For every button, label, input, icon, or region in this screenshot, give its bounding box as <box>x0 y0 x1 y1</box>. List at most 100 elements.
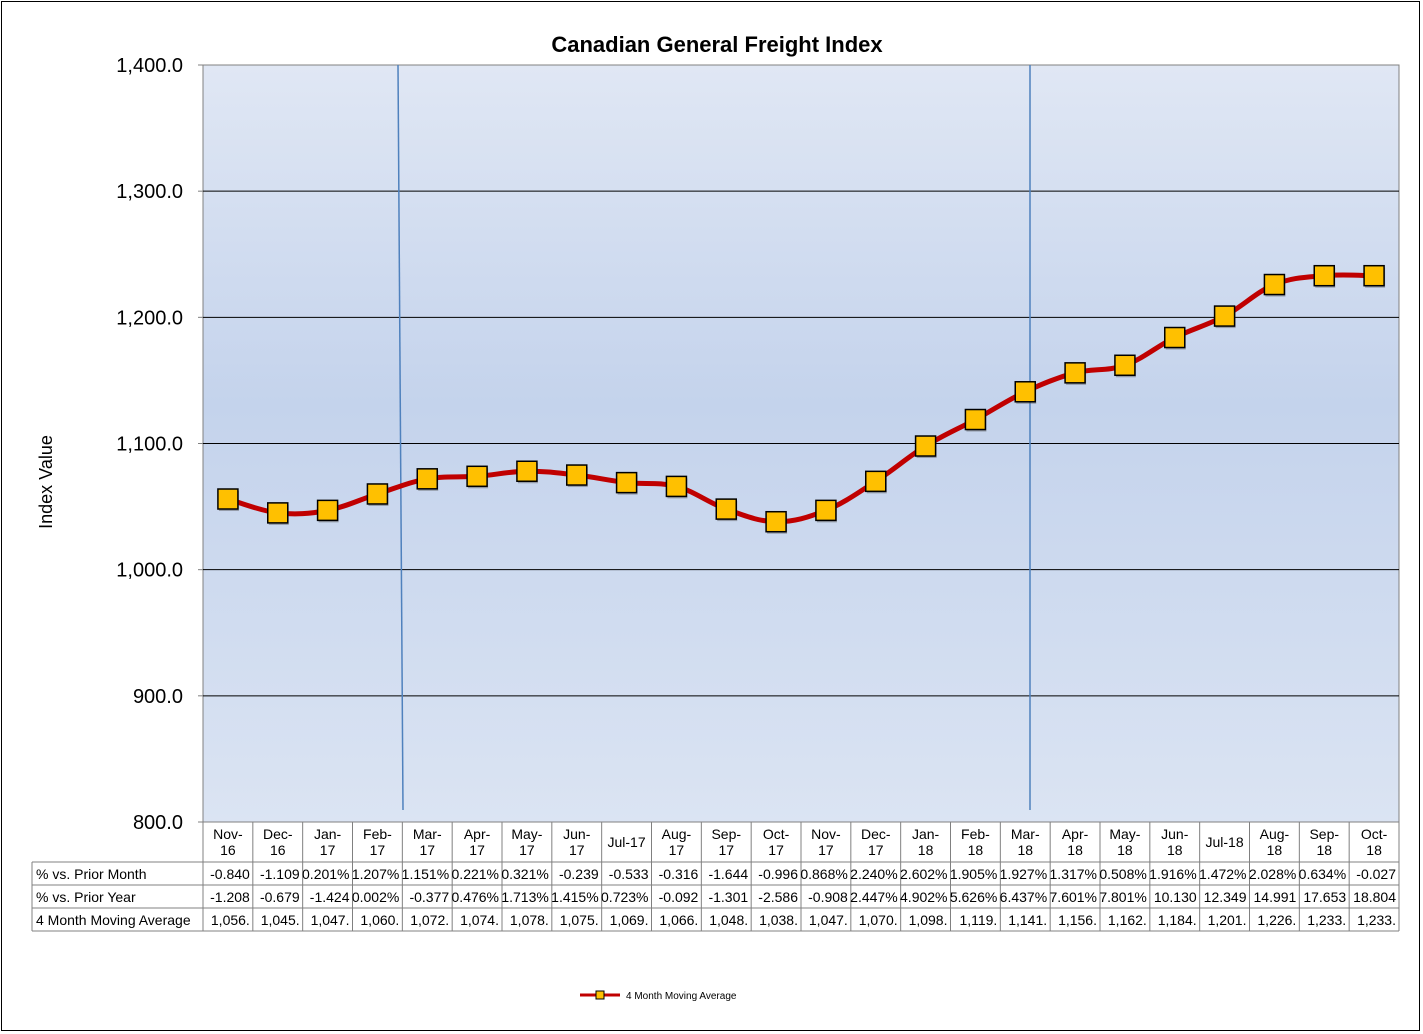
table-cell: 1,233. <box>1307 912 1346 928</box>
data-point <box>516 460 538 483</box>
table-row-label: % vs. Prior Year <box>36 889 136 905</box>
x-category-label: Dec-16 <box>263 826 293 858</box>
table-cell: -0.377 <box>409 889 449 905</box>
vertical-marker-line <box>397 64 404 811</box>
table-cell: 4.902% <box>900 889 947 905</box>
table-cell: 0.221% <box>452 866 499 882</box>
data-point <box>366 483 389 505</box>
data-point <box>1213 305 1236 327</box>
table-cell: 2.447% <box>850 889 897 905</box>
table-cell: 0.508% <box>1099 866 1146 882</box>
table-cell: 7.801% <box>1099 889 1146 905</box>
x-category-label: Apr-18 <box>1062 826 1089 858</box>
data-point <box>765 510 787 533</box>
y-tick-label: 1,400.0 <box>116 55 183 77</box>
data-point <box>267 502 289 524</box>
table-cell: 1,066. <box>659 912 698 928</box>
table-cell: 1,047. <box>809 912 848 928</box>
chart-title: Canadian General Freight Index <box>551 32 883 57</box>
y-tick-label: 1,200.0 <box>116 307 183 329</box>
x-category-label: Jul-17 <box>608 834 646 850</box>
x-category-label: Apr-17 <box>464 826 491 858</box>
table-cell: 1.927% <box>1000 866 1047 882</box>
series-4-month-moving-average <box>217 264 1386 534</box>
x-category-label: Mar-18 <box>1011 826 1040 858</box>
data-point <box>1313 264 1335 287</box>
x-category-label: Nov-17 <box>811 826 841 858</box>
legend-marker-swatch <box>595 990 605 1000</box>
x-category-label: Aug-18 <box>1260 826 1290 858</box>
x-category-label: Oct-17 <box>763 826 790 858</box>
table-cell: -0.092 <box>659 889 699 905</box>
table-cell: -0.996 <box>758 866 798 882</box>
table-cell: 0.634% <box>1299 866 1346 882</box>
table-cell: 7.601% <box>1050 889 1097 905</box>
table-cell: 1,078. <box>510 912 549 928</box>
x-category-label: Nov-16 <box>213 826 243 858</box>
data-point <box>1064 362 1086 384</box>
y-tick-label: 1,300.0 <box>116 181 183 203</box>
table-cell: 14.991 <box>1254 889 1297 905</box>
table-cell: 0.723% <box>601 889 648 905</box>
table-cell: 1,156. <box>1058 912 1097 928</box>
data-point <box>566 464 588 486</box>
table-cell: 5.626% <box>950 889 997 905</box>
table-cell: 1,184. <box>1158 912 1197 928</box>
table-cell: 1,045. <box>261 912 300 928</box>
table-cell: 1,074. <box>460 912 499 928</box>
data-point <box>964 408 987 431</box>
table-cell: 0.002% <box>352 889 399 905</box>
table-cell: 1,056. <box>211 912 250 928</box>
table-cell: -0.239 <box>559 866 599 882</box>
table-cell: -0.840 <box>210 866 250 882</box>
y-tick-label: 900.0 <box>133 686 183 708</box>
table-cell: -0.908 <box>808 889 848 905</box>
table-cell: -0.027 <box>1356 866 1396 882</box>
table-cell: -0.679 <box>260 889 300 905</box>
table-cell: -1.644 <box>708 866 748 882</box>
table-cell: 2.602% <box>900 866 947 882</box>
data-point <box>1363 264 1385 287</box>
legend-label: 4 Month Moving Average <box>626 991 737 1002</box>
table-cell: 1,226. <box>1257 912 1296 928</box>
table-cell: 18.804 <box>1353 889 1396 905</box>
table-cell: -1.424 <box>310 889 350 905</box>
table-cell: 1,069. <box>610 912 649 928</box>
table-cell: -2.586 <box>758 889 798 905</box>
x-category-label: Feb-17 <box>363 826 392 858</box>
data-point <box>466 465 488 488</box>
table-cell: 1,098. <box>909 912 948 928</box>
x-category-label: Jan-18 <box>912 826 940 858</box>
table-cell: 1,070. <box>859 912 898 928</box>
data-point <box>865 470 887 493</box>
table-cell: 1.151% <box>402 866 449 882</box>
table-cell: 1.713% <box>501 889 548 905</box>
data-point <box>715 498 737 520</box>
y-tick-label: 1,000.0 <box>116 560 183 582</box>
table-cell: 1.905% <box>950 866 997 882</box>
table-cell: 1,141. <box>1008 912 1047 928</box>
table-cell: 1,047. <box>311 912 350 928</box>
table-row-label: 4 Month Moving Average <box>36 912 191 928</box>
x-category-label: Jun-17 <box>563 826 591 858</box>
y-tick-label: 800.0 <box>133 812 183 834</box>
x-category-label: May-17 <box>511 826 542 858</box>
table-cell: 2.028% <box>1249 866 1296 882</box>
table-cell: 1,201. <box>1208 912 1247 928</box>
data-point <box>665 475 688 498</box>
table-cell: 1,072. <box>410 912 449 928</box>
vertical-markers <box>397 64 1031 811</box>
y-tick-label: 1,100.0 <box>116 434 183 456</box>
table-cell: 0.868% <box>800 866 847 882</box>
table-cell: -1.301 <box>708 889 748 905</box>
x-category-label: Sep-18 <box>1309 826 1339 858</box>
data-point <box>1263 273 1286 296</box>
table-cell: 1,075. <box>560 912 599 928</box>
x-category-label: Oct-18 <box>1361 826 1388 858</box>
table-cell: 0.476% <box>452 889 499 905</box>
legend: 4 Month Moving Average <box>580 990 737 1002</box>
table-cell: 1,048. <box>709 912 748 928</box>
data-table: Nov-16 Dec-16 Jan-17 Feb-17 Mar-17 Apr-17 May-… <box>31 822 1400 932</box>
table-cell: 1.916% <box>1149 866 1196 882</box>
